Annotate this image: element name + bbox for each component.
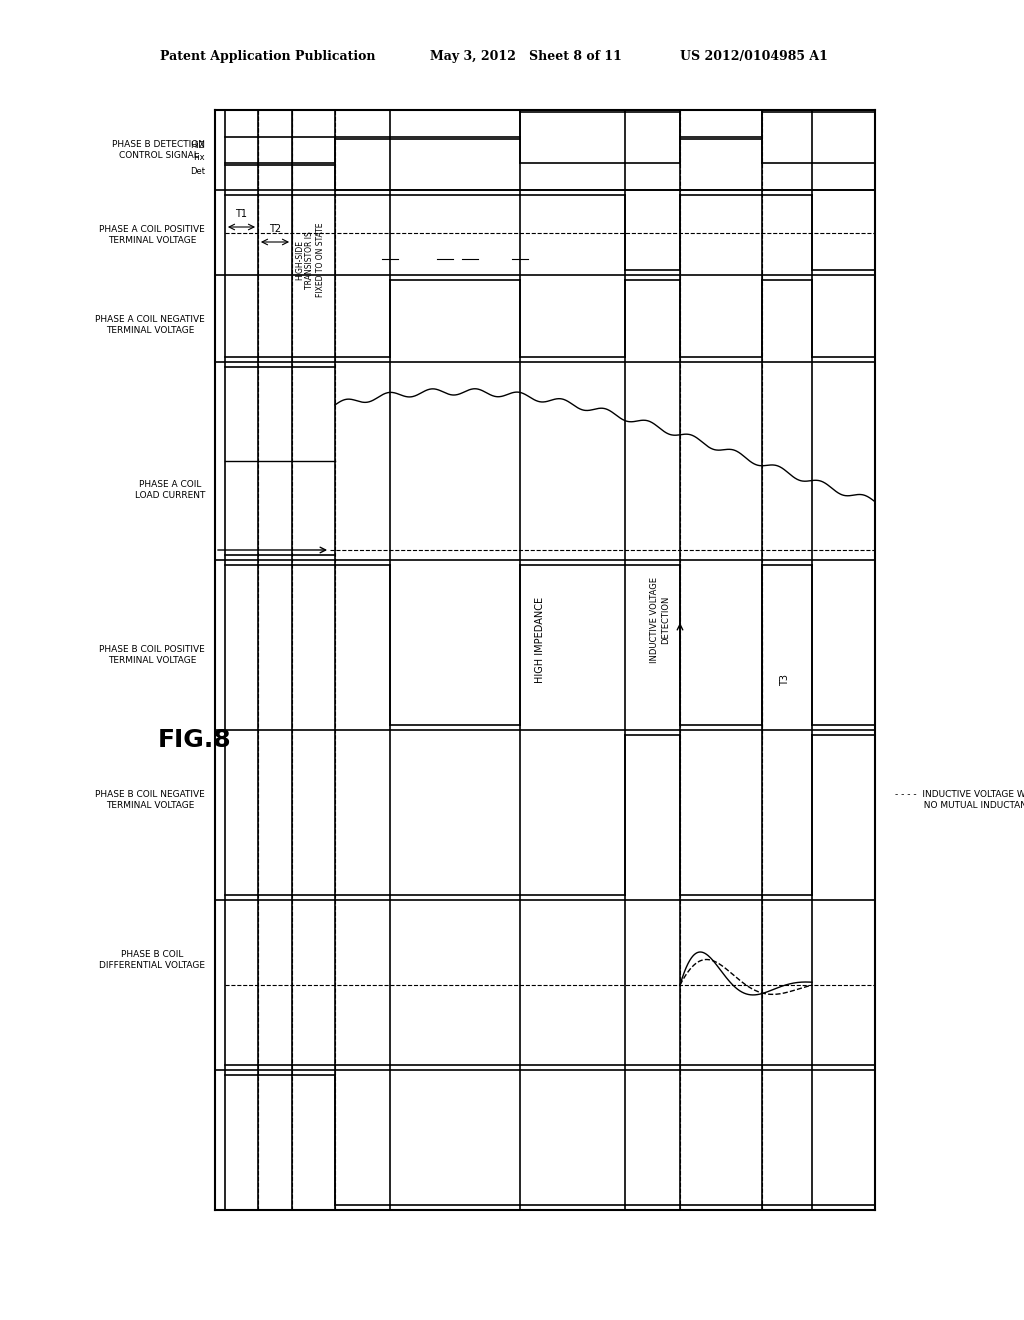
Text: T2: T2	[269, 224, 281, 234]
Text: PHASE A COIL POSITIVE
TERMINAL VOLTAGE: PHASE A COIL POSITIVE TERMINAL VOLTAGE	[99, 226, 205, 244]
Text: US 2012/0104985 A1: US 2012/0104985 A1	[680, 50, 827, 63]
Text: PHASE A COIL NEGATIVE
TERMINAL VOLTAGE: PHASE A COIL NEGATIVE TERMINAL VOLTAGE	[95, 315, 205, 335]
Text: T1: T1	[236, 209, 248, 219]
Text: PHASE A COIL
LOAD CURRENT: PHASE A COIL LOAD CURRENT	[134, 480, 205, 500]
Text: May 3, 2012   Sheet 8 of 11: May 3, 2012 Sheet 8 of 11	[430, 50, 622, 63]
Text: PHASE B COIL POSITIVE
TERMINAL VOLTAGE: PHASE B COIL POSITIVE TERMINAL VOLTAGE	[99, 645, 205, 665]
Text: PHASE B COIL
DIFFERENTIAL VOLTAGE: PHASE B COIL DIFFERENTIAL VOLTAGE	[99, 950, 205, 970]
Text: FIG.8: FIG.8	[158, 729, 231, 752]
Text: Patent Application Publication: Patent Application Publication	[160, 50, 376, 63]
Text: Fix: Fix	[194, 153, 205, 162]
Text: Det: Det	[190, 166, 205, 176]
Text: HIGH-SIDE
TRANSISTOR IS
FIXED TO ON STATE: HIGH-SIDE TRANSISTOR IS FIXED TO ON STAT…	[295, 223, 325, 297]
Text: PHASE B DETECTION
CONTROL SIGNAL: PHASE B DETECTION CONTROL SIGNAL	[112, 140, 205, 160]
Text: HiZ: HiZ	[190, 140, 205, 149]
Text: HIGH IMPEDANCE: HIGH IMPEDANCE	[535, 597, 545, 682]
Text: - - - -  INDUCTIVE VOLTAGE WHEN THERE IS
          NO MUTUAL INDUCTANCE: - - - - INDUCTIVE VOLTAGE WHEN THERE IS …	[895, 791, 1024, 809]
Text: INDUCTIVE VOLTAGE
DETECTION: INDUCTIVE VOLTAGE DETECTION	[650, 577, 670, 663]
Text: T3: T3	[780, 675, 790, 686]
Text: PHASE B COIL NEGATIVE
TERMINAL VOLTAGE: PHASE B COIL NEGATIVE TERMINAL VOLTAGE	[95, 791, 205, 809]
